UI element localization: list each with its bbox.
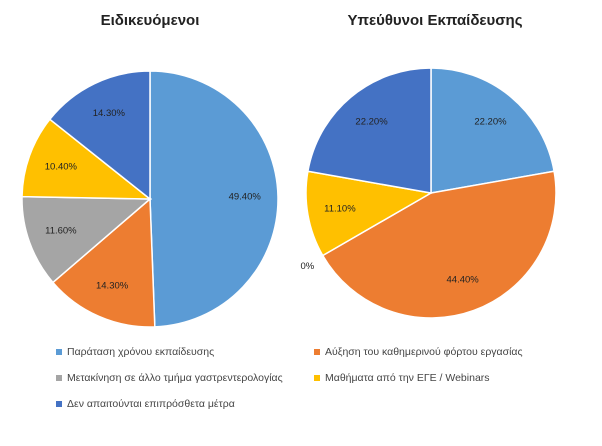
pie-chart-2: 22.20% 44.40% 0% 11.10% 22.20% (300, 67, 557, 319)
legend-label: Μαθήματα από την ΕΓΕ / Webinars (325, 372, 490, 384)
legend-item-workload: Αύξηση του καθημερινού φόρτου εργασίας (314, 346, 523, 358)
slice-data-label: 49.40% (229, 192, 262, 203)
pie-slice (21, 118, 153, 200)
slice-data-label: 22.20% (474, 117, 507, 128)
pie-chart-1: 49.40% 14.30% 11.60% 10.40% 14.30% (21, 70, 279, 328)
pie-slice (305, 170, 434, 257)
legend-item-extension: Παράταση χρόνου εκπαίδευσης (56, 346, 214, 358)
chart-title-trainers: Υπεύθυνοι Εκπαίδευσης (347, 12, 523, 29)
slice-data-label: 11.60% (45, 226, 77, 237)
chart-title-residents: Ειδικευόμενοι (100, 12, 200, 29)
pie-slice (321, 170, 557, 319)
legend-label: Μετακίνηση σε άλλο τμήμα γαστρεντερολογί… (67, 372, 283, 384)
legend-item-transfer: Μετακίνηση σε άλλο τμήμα γαστρεντερολογί… (56, 372, 283, 384)
slice-data-label: 44.40% (447, 274, 480, 285)
slice-data-label: 11.10% (324, 204, 356, 215)
slice-data-label: 10.40% (45, 161, 78, 172)
pie-slice (21, 195, 152, 284)
legend-swatch (314, 349, 320, 355)
pie-slice (307, 67, 432, 194)
legend-label: Αύξηση του καθημερινού φόρτου εργασίας (325, 346, 523, 358)
slice-data-label: 22.20% (355, 117, 388, 128)
legend-label: Παράταση χρόνου εκπαίδευσης (67, 346, 215, 358)
legend-swatch (56, 375, 62, 381)
pie-slice (48, 70, 151, 201)
pie-slice (430, 67, 555, 194)
slice-data-label: 0% (300, 261, 314, 272)
legend-label: Δεν απαιτούνται επιπρόσθετα μέτρα (67, 398, 235, 410)
legend-swatch (56, 349, 62, 355)
legend-item-no-measures: Δεν απαιτούνται επιπρόσθετα μέτρα (56, 398, 235, 410)
slice-data-label: 14.30% (93, 108, 126, 119)
pie-slice (149, 70, 279, 328)
pie-slice (51, 197, 156, 328)
legend-swatch (56, 401, 62, 407)
slice-data-label: 14.30% (96, 280, 129, 291)
legend-item-webinars: Μαθήματα από την ΕΓΕ / Webinars (314, 372, 490, 384)
legend-swatch (314, 375, 320, 381)
